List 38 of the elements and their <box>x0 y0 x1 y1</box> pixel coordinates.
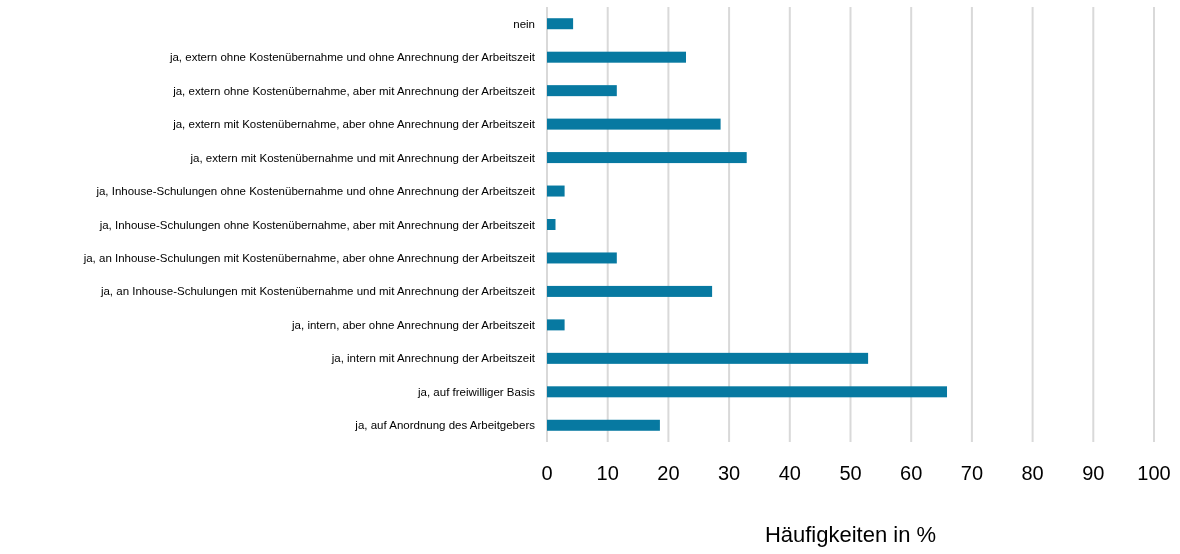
x-tick-label: 80 <box>1021 462 1044 484</box>
bar <box>547 252 617 264</box>
y-tick-label: ja, auf freiwilliger Basis <box>417 385 536 398</box>
y-tick-label: ja, Inhouse-Schulungen ohne Kostenübernahme und ohne Anrechnung der Arbeitszeit <box>95 185 536 198</box>
x-tick-label: 0 <box>541 462 553 484</box>
bar <box>547 18 574 30</box>
bar <box>547 152 747 164</box>
y-tick-label: ja, Inhouse-Schulungen ohne Kostenübernahme, aber mit Anrechnung der Arbeitszeit <box>98 218 536 231</box>
y-tick-label: nein <box>513 17 535 30</box>
y-tick-label: ja, extern ohne Kostenübernahme und ohne Anrechnung der Arbeitszeit <box>168 51 536 64</box>
x-tick-label: 50 <box>839 462 862 484</box>
y-tick-label: ja, extern mit Kostenübernahme, aber ohne Anrechnung der Arbeitszeit <box>172 118 536 131</box>
bar <box>547 285 713 297</box>
y-tick-label: ja, extern ohne Kostenübernahme, aber mit Anrechnung der Arbeitszeit <box>172 84 536 97</box>
bar <box>547 85 617 97</box>
x-tick-label: 100 <box>1137 462 1171 484</box>
bar <box>547 185 565 197</box>
bar <box>547 386 948 398</box>
x-tick-label: 70 <box>960 462 984 484</box>
x-tick-label: 40 <box>778 462 801 484</box>
y-tick-label: ja, intern mit Anrechnung der Arbeitszeit <box>330 352 536 365</box>
x-tick-label: 30 <box>717 462 741 484</box>
y-tick-label: ja, extern mit Kostenübernahme und mit Anrechnung der Arbeitszeit <box>189 151 536 164</box>
bar <box>547 319 565 331</box>
bar <box>547 219 556 230</box>
x-tick-label: 20 <box>657 462 680 484</box>
y-tick-label: ja, an Inhouse-Schulungen mit Kostenübernahme, aber ohne Anrechnung der Arbeitszeit <box>82 251 536 264</box>
y-tick-label: ja, an Inhouse-Schulungen mit Kostenübernahme und mit Anrechnung der Arbeitszeit <box>99 285 536 298</box>
x-tick-label: 10 <box>596 462 619 484</box>
bar <box>547 51 686 63</box>
x-tick-label: 90 <box>1082 462 1105 484</box>
y-tick-label: ja, intern, aber ohne Anrechnung der Arbeitszeit <box>291 318 536 331</box>
y-tick-label: ja, auf Anordnung des Arbeitgebers <box>354 419 536 432</box>
x-tick-label: 60 <box>900 462 923 484</box>
x-axis-title: Häufigkeiten in % <box>764 522 937 547</box>
bar <box>547 419 660 431</box>
bar <box>547 118 721 130</box>
bar <box>547 352 869 364</box>
